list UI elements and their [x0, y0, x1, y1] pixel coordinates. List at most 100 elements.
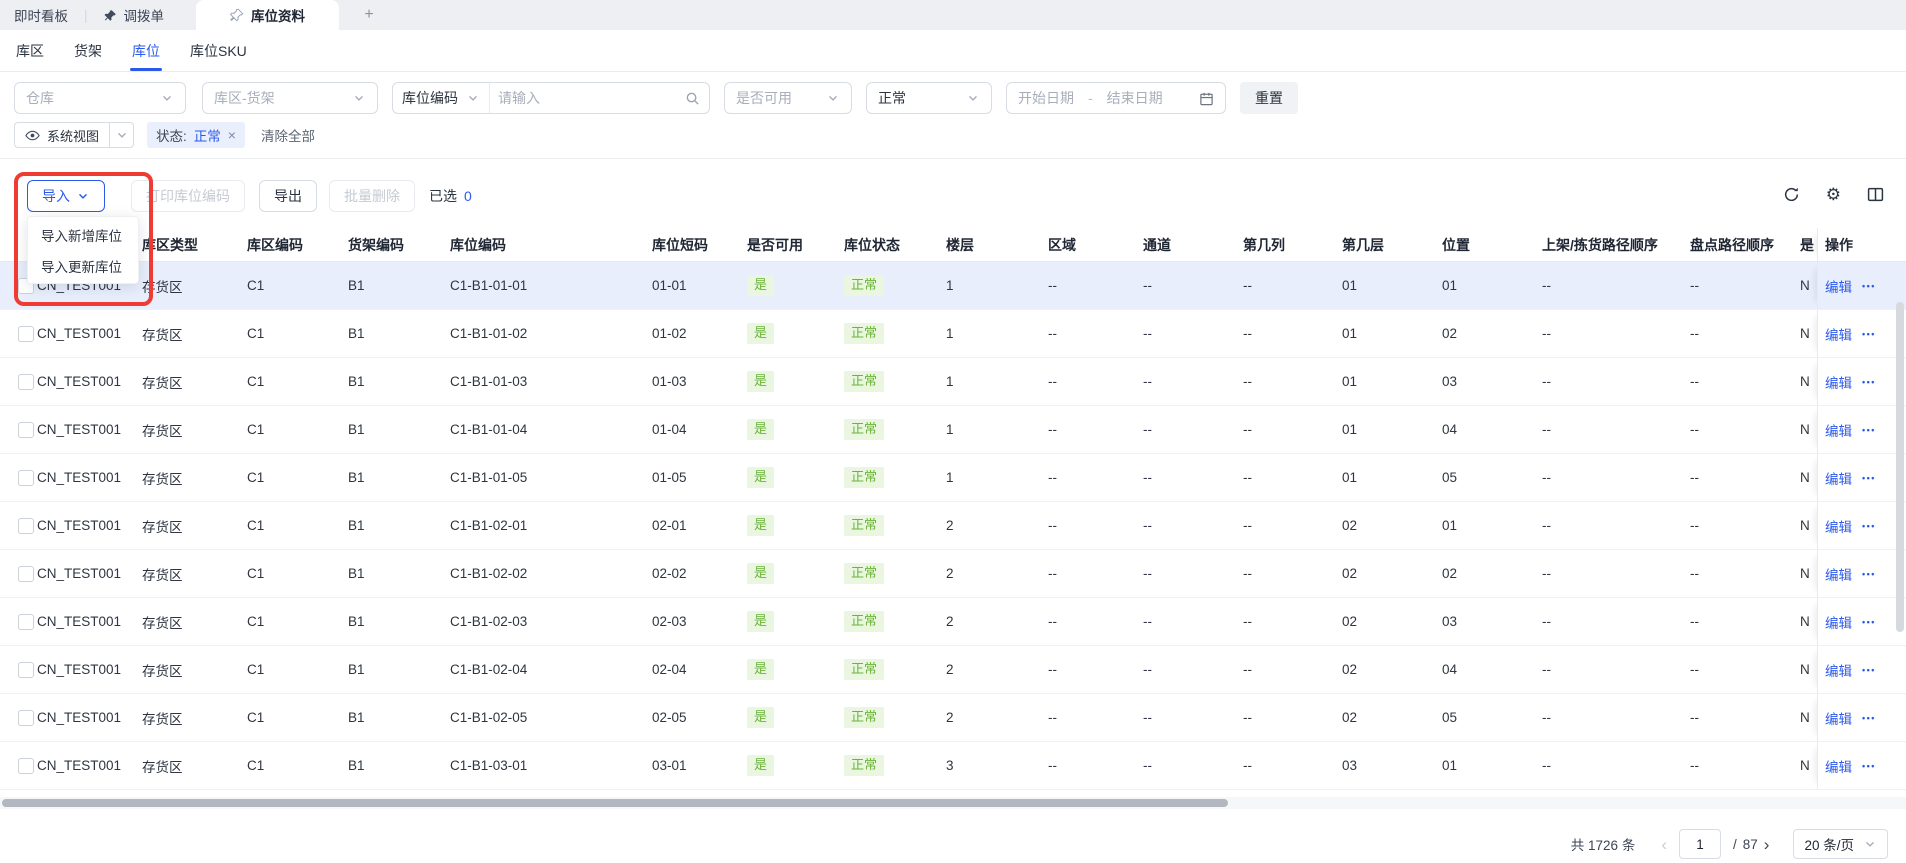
search-field-type-select[interactable]: 库位编码 [393, 83, 490, 113]
cell-location_code: C1-B1-01-03 [450, 374, 528, 389]
sub-tab-库位SKU[interactable]: 库位SKU [190, 42, 247, 59]
available-select[interactable]: 是否可用 [724, 82, 852, 114]
table-row[interactable]: CN_TEST001 存货区 C1 B1 C1-B1-02-05 02-05 是 正常 2 -- -… [0, 694, 1906, 742]
more-actions-icon[interactable]: ••• [1862, 520, 1876, 531]
clear-all-button[interactable]: 清除全部 [260, 129, 315, 144]
sub-tab-库区[interactable]: 库区 [16, 42, 44, 59]
warehouse-select[interactable]: 仓库 [14, 82, 186, 114]
edit-link[interactable]: 编辑 [1825, 759, 1852, 775]
edit-link[interactable]: 编辑 [1825, 615, 1852, 631]
table-row[interactable]: CN_TEST001 存货区 C1 B1 C1-B1-02-01 02-01 是 正常 2 -- -… [0, 502, 1906, 550]
cell-short_code: 01-02 [652, 326, 687, 341]
table-row[interactable]: CN_TEST001 存货区 C1 B1 C1-B1-01-05 01-05 是 正常 1 -- -… [0, 454, 1906, 502]
row-checkbox[interactable] [0, 358, 37, 405]
zone-rack-select[interactable]: 库区-货架 [202, 82, 378, 114]
more-actions-icon[interactable]: ••• [1862, 472, 1876, 483]
vertical-scrollbar[interactable] [1896, 262, 1904, 792]
available-badge: 是 [747, 323, 775, 344]
more-actions-icon[interactable]: ••• [1862, 616, 1876, 627]
next-page-button[interactable]: › [1763, 834, 1770, 854]
column-settings-icon[interactable] [1867, 186, 1884, 203]
sub-tab-库位[interactable]: 库位 [130, 30, 162, 71]
prev-page-button[interactable]: ‹ [1661, 834, 1667, 854]
vertical-scrollbar-thumb[interactable] [1896, 302, 1904, 632]
cell-flag: N [1800, 374, 1810, 389]
cell-layer_no: 02 [1342, 518, 1358, 533]
status-select[interactable]: 正常 [866, 82, 992, 114]
edit-link[interactable]: 编辑 [1825, 519, 1852, 535]
view-dropdown-button[interactable] [109, 123, 133, 147]
chevron-down-icon [117, 132, 126, 138]
row-checkbox[interactable] [0, 550, 37, 597]
cell-floor: 1 [946, 422, 954, 437]
edit-link[interactable]: 编辑 [1825, 711, 1852, 727]
more-actions-icon[interactable]: ••• [1862, 328, 1876, 339]
cell-column_no: -- [1243, 662, 1252, 677]
edit-link[interactable]: 编辑 [1825, 663, 1852, 679]
reset-button[interactable]: 重置 [1240, 82, 1298, 114]
more-actions-icon[interactable]: ••• [1862, 712, 1876, 723]
edit-link[interactable]: 编辑 [1825, 567, 1852, 583]
system-view-button[interactable]: 系统视图 [15, 123, 109, 147]
edit-link[interactable]: 编辑 [1825, 471, 1852, 487]
row-checkbox[interactable] [0, 310, 37, 357]
batch-delete-button[interactable]: 批量删除 [329, 180, 415, 212]
table-row[interactable]: CN_TEST001 存货区 C1 B1 C1-B1-01-01 01-01 是正常 1 -- -… [0, 262, 1906, 310]
row-checkbox[interactable] [0, 742, 37, 789]
more-actions-icon[interactable]: ••• [1862, 280, 1876, 291]
horizontal-scrollbar-thumb[interactable] [2, 799, 1228, 807]
table-row[interactable]: CN_TEST001 存货区 C1 B1 C1-B1-02-03 02-03 是 正常 2 -- -… [0, 598, 1906, 646]
row-checkbox[interactable] [0, 406, 37, 453]
more-actions-icon[interactable]: ••• [1862, 376, 1876, 387]
edit-link[interactable]: 编辑 [1825, 279, 1852, 295]
row-checkbox[interactable] [0, 454, 37, 501]
table-row[interactable]: CN_TEST001 存货区 C1 B1 C1-B1-02-02 02-02 是 正常 2 -- -… [0, 550, 1906, 598]
tab-location-data-label: 库位资料 [251, 9, 306, 24]
add-tab-button[interactable]: + [364, 6, 374, 23]
table-row[interactable]: CN_TEST001 存货区 C1 B1 C1-B1-01-04 01-04 是 正常 1 -- -… [0, 406, 1906, 454]
tab-dashboard[interactable]: 即时看板 [0, 0, 82, 30]
more-actions-icon[interactable]: ••• [1862, 568, 1876, 579]
cell-position: 05 [1442, 470, 1458, 485]
edit-link[interactable]: 编辑 [1825, 327, 1852, 343]
more-actions-icon[interactable]: ••• [1862, 424, 1876, 435]
available-badge: 是 [747, 755, 775, 776]
sub-tab-货架[interactable]: 货架 [74, 42, 102, 59]
date-range-picker[interactable]: 开始日期 - 结束日期 [1006, 82, 1226, 114]
edit-link[interactable]: 编辑 [1825, 375, 1852, 391]
header-actions: 操作 [1817, 228, 1906, 261]
chip-close-icon[interactable]: × [227, 127, 236, 143]
table-row[interactable]: CN_TEST001 存货区 C1 B1 C1-B1-03-01 03-01 是 正常 3 -- -… [0, 742, 1906, 790]
table-row[interactable]: CN_TEST001 存货区 C1 B1 C1-B1-01-02 01-02 是 正常 1 -- -… [0, 310, 1906, 358]
page-size-select[interactable]: 20 条/页 [1793, 829, 1888, 859]
tab-transfer-order[interactable]: 调拨单 [90, 0, 179, 30]
more-actions-icon[interactable]: ••• [1862, 760, 1876, 771]
more-actions-icon[interactable]: ••• [1862, 664, 1876, 675]
cell-warehouse: CN_TEST001 [37, 518, 122, 533]
edit-link[interactable]: 编辑 [1825, 423, 1852, 439]
cell-short_code: 01-05 [652, 470, 687, 485]
cell-putaway_pick_order: -- [1542, 278, 1551, 293]
available-badge: 是 [747, 371, 775, 392]
print-location-code-button[interactable]: 打印库位编码 [131, 180, 245, 212]
status-badge: 正常 [844, 515, 885, 536]
cell-putaway_pick_order: -- [1542, 374, 1551, 389]
import-menu-item[interactable]: 导入新增库位 [41, 228, 122, 244]
import-button[interactable]: 导入 [27, 180, 105, 212]
table-row[interactable]: CN_TEST001 存货区 C1 B1 C1-B1-01-03 01-03 是 正常 1 -- -… [0, 358, 1906, 406]
row-checkbox[interactable] [0, 598, 37, 645]
refresh-icon[interactable] [1783, 186, 1800, 203]
table-row[interactable]: CN_TEST001 存货区 C1 B1 C1-B1-02-04 02-04 是 正常 2 -- -… [0, 646, 1906, 694]
gear-icon[interactable]: ⚙ [1825, 185, 1841, 204]
tab-location-data[interactable]: 库位资料 [196, 0, 340, 30]
import-menu-item[interactable]: 导入更新库位 [41, 259, 122, 275]
row-checkbox[interactable] [0, 502, 37, 549]
row-checkbox[interactable] [0, 694, 37, 741]
cell-location_code: C1-B1-01-04 [450, 422, 528, 437]
horizontal-scrollbar[interactable] [0, 797, 1906, 809]
page-number-input[interactable]: 1 [1679, 829, 1721, 859]
row-checkbox[interactable] [0, 646, 37, 693]
cell-position: 03 [1442, 374, 1458, 389]
export-button[interactable]: 导出 [259, 180, 317, 212]
search-input[interactable] [490, 90, 685, 106]
